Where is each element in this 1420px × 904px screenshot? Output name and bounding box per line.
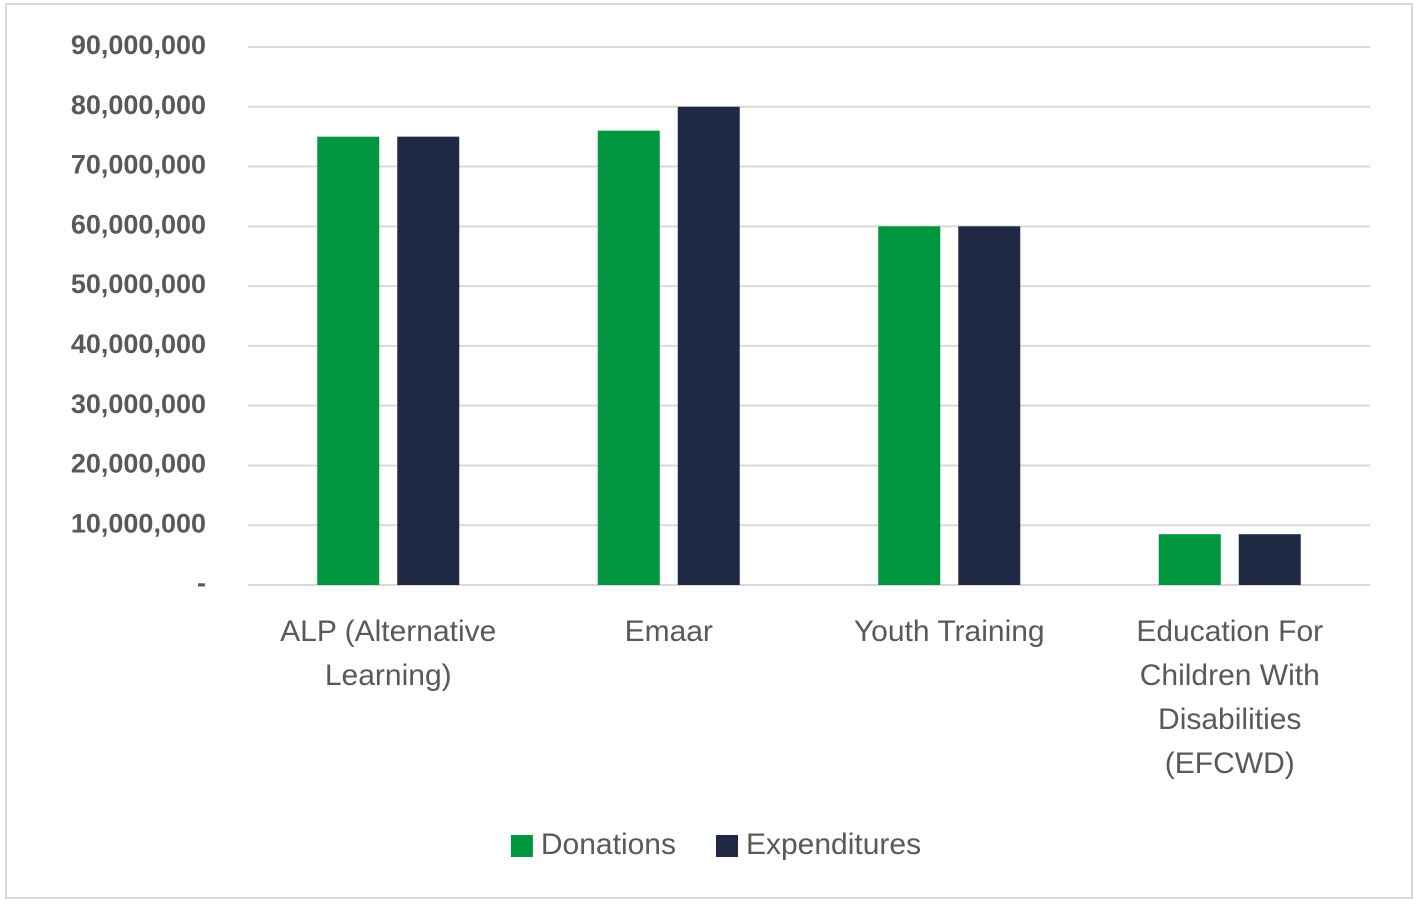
legend-label: Expenditures — [746, 828, 921, 861]
x-tick-label: ALP (Alternative Learning) — [280, 615, 497, 692]
bar — [1158, 534, 1221, 585]
y-tick-label: 20,000,000 — [71, 449, 206, 479]
bar — [958, 226, 1021, 586]
x-tick-label: Emaar — [624, 615, 713, 648]
y-tick-label: 40,000,000 — [71, 329, 206, 359]
y-tick-label: 80,000,000 — [71, 90, 206, 120]
legend-label: Donations — [541, 828, 676, 861]
bar — [397, 136, 460, 585]
y-tick-label: - — [197, 568, 206, 598]
y-tick-label: 30,000,000 — [71, 389, 206, 419]
bar — [597, 130, 660, 585]
chart-border — [5, 3, 1413, 899]
bar — [317, 136, 380, 585]
y-tick-label: 70,000,000 — [71, 150, 206, 180]
bar — [878, 226, 941, 586]
legend-swatch — [715, 835, 738, 857]
bar — [1238, 534, 1301, 585]
legend-swatch — [510, 835, 533, 857]
x-tick-label: Youth Training — [853, 615, 1045, 648]
y-tick-label: 10,000,000 — [71, 508, 206, 538]
bar — [677, 106, 740, 586]
y-tick-label: 60,000,000 — [71, 209, 206, 239]
y-tick-label: 90,000,000 — [71, 30, 206, 60]
y-tick-label: 50,000,000 — [71, 269, 206, 299]
x-tick-label: Education For Children With Disabilities… — [1136, 615, 1324, 780]
